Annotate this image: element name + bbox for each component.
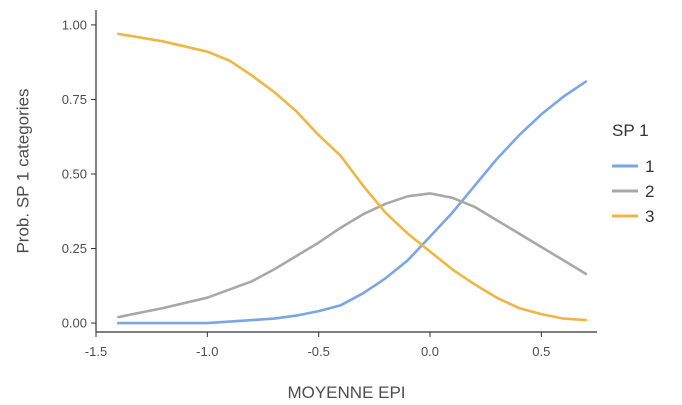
legend-title: SP 1 (612, 121, 649, 140)
legend-label-1: 1 (645, 157, 654, 176)
y-tick-label: 0.50 (62, 166, 87, 181)
y-axis-title: Prob. SP 1 categories (13, 88, 32, 253)
y-tick-label: 0.00 (62, 316, 87, 331)
series-line-1 (117, 80, 588, 325)
legend-items: 1 2 3 (612, 157, 654, 226)
plot-area (117, 32, 588, 325)
legend: SP 1 1 2 3 (612, 121, 654, 226)
y-tick-label: 1.00 (62, 17, 87, 32)
legend-label-2: 2 (645, 182, 654, 201)
x-axis-title: MOYENNE EPI (287, 383, 405, 402)
x-axis-ticks: -1.5 -1.0 -0.5 0.0 0.5 (85, 332, 550, 359)
x-tick-label: -1.5 (85, 344, 107, 359)
x-tick-label: 0.0 (421, 344, 439, 359)
x-tick-label: -1.0 (196, 344, 218, 359)
x-tick-label: -0.5 (307, 344, 329, 359)
series-line-3 (117, 32, 588, 322)
y-tick-label: 0.25 (62, 241, 87, 256)
x-tick-label: 0.5 (532, 344, 550, 359)
y-tick-label: 0.75 (62, 92, 87, 107)
series-line-2 (117, 192, 588, 319)
legend-label-3: 3 (645, 207, 654, 226)
y-axis-ticks: 0.00 0.25 0.50 0.75 1.00 (62, 17, 96, 331)
